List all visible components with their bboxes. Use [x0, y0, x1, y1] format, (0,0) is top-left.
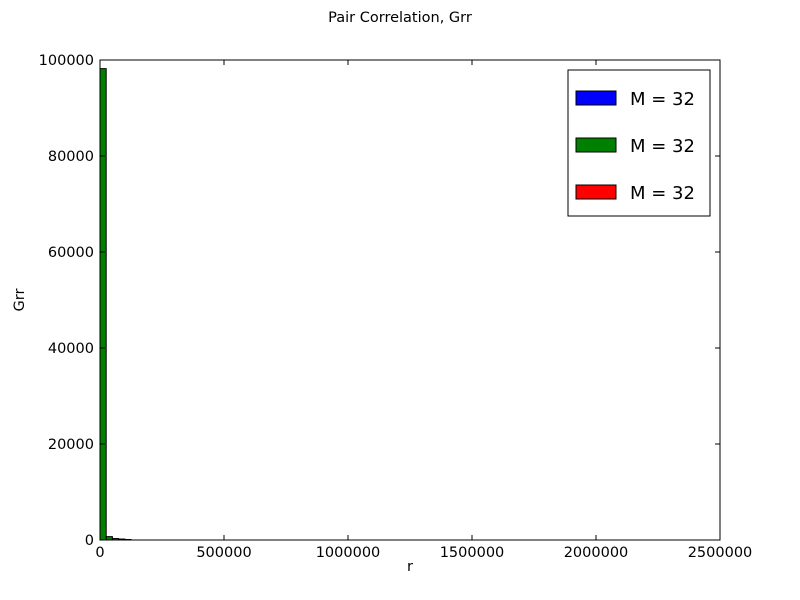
y-tick-label: 0 — [85, 533, 94, 549]
y-tick-label: 60000 — [48, 245, 94, 261]
chart-title: Pair Correlation, Grr — [328, 10, 472, 26]
x-tick-label: 2000000 — [564, 545, 629, 561]
legend-entry: M = 32 — [630, 89, 695, 110]
x-axis-label: r — [407, 559, 413, 575]
y-tick-label: 20000 — [48, 437, 94, 453]
legend-swatch — [575, 90, 617, 106]
legend-swatch — [575, 184, 617, 200]
axes-frame — [99, 59, 721, 541]
y-tick-label: 80000 — [48, 149, 94, 165]
x-tick-label: 2500000 — [688, 545, 753, 561]
x-tick-label: 1000000 — [316, 545, 381, 561]
histogram-bar — [99, 68, 107, 541]
y-tick-label: 40000 — [48, 341, 94, 357]
legend-entry: M = 32 — [630, 183, 695, 204]
legend-swatch — [575, 137, 617, 153]
legend: M = 32 M = 32 M = 32 — [567, 69, 711, 217]
x-tick-label: 0 — [95, 545, 104, 561]
histogram-bar — [105, 536, 113, 541]
legend-entry: M = 32 — [630, 136, 695, 157]
x-tick-label: 500000 — [196, 545, 251, 561]
x-tick-label: 1500000 — [440, 545, 505, 561]
y-tick-label: 100000 — [39, 53, 94, 69]
